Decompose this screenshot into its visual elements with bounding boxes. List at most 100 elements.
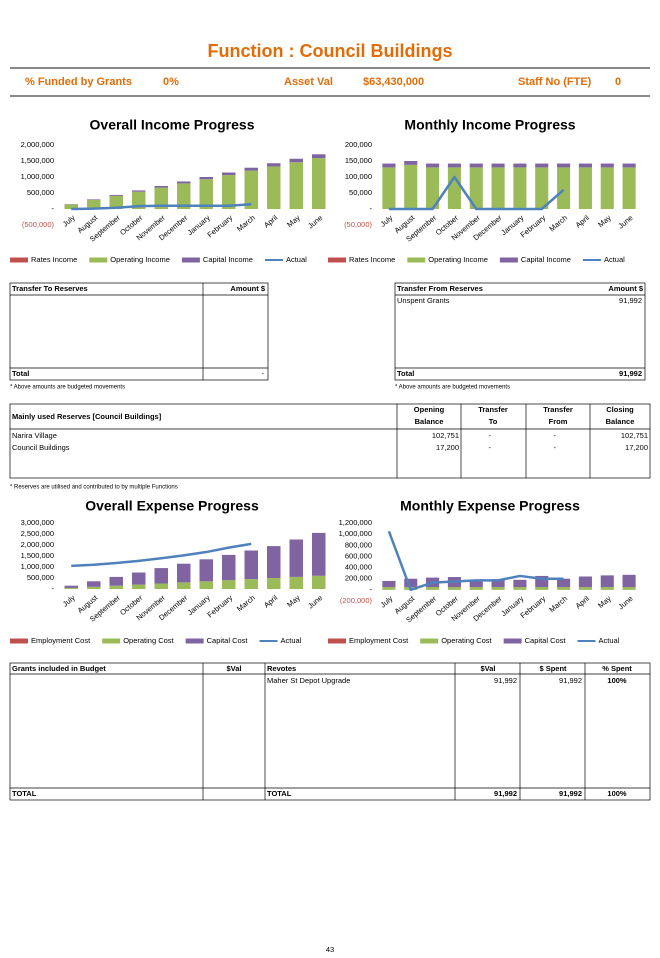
x-tick-label: March bbox=[235, 213, 257, 233]
bar bbox=[312, 575, 326, 589]
table-header: Transfer bbox=[543, 405, 573, 414]
legend-label: Capital Cost bbox=[525, 636, 567, 645]
x-tick-label: April bbox=[262, 213, 280, 230]
table-header: Transfer To Reserves bbox=[12, 284, 88, 293]
bar bbox=[469, 587, 483, 590]
y-tick-label: 1,000,000 bbox=[339, 529, 372, 538]
bar bbox=[513, 167, 527, 209]
table-header: $Val bbox=[480, 664, 495, 673]
bar bbox=[267, 163, 281, 167]
table-cell: 100% bbox=[607, 676, 627, 685]
bar bbox=[382, 167, 396, 209]
table-cell: - bbox=[554, 431, 557, 440]
y-tick-label: 200,000 bbox=[345, 574, 372, 583]
x-tick-label: May bbox=[285, 593, 302, 609]
bar bbox=[513, 579, 527, 588]
table-header: Grants included in Budget bbox=[12, 664, 106, 673]
bar bbox=[109, 585, 123, 589]
line bbox=[388, 175, 565, 211]
bar bbox=[447, 587, 461, 590]
x-tick-label: April bbox=[574, 594, 592, 611]
table-cell: Unspent Grants bbox=[397, 296, 450, 305]
bar bbox=[222, 580, 236, 589]
bar bbox=[109, 195, 123, 209]
bar bbox=[154, 187, 168, 209]
x-tick-label: July bbox=[61, 213, 77, 229]
bar bbox=[535, 575, 549, 588]
bar bbox=[382, 587, 396, 590]
y-tick-label: 150,000 bbox=[345, 156, 372, 165]
bar bbox=[222, 175, 236, 209]
y-tick-label: 600,000 bbox=[345, 551, 372, 560]
table-header: $Val bbox=[226, 664, 241, 673]
table-body: Narira Village 102,751 - - 102,751 Council Bu… bbox=[12, 431, 648, 452]
field-value: 0% bbox=[163, 76, 179, 88]
y-tick-label: - bbox=[52, 204, 55, 213]
bar bbox=[382, 163, 396, 168]
table-header: % Spent bbox=[602, 664, 632, 673]
bar bbox=[154, 568, 168, 584]
bar bbox=[404, 164, 418, 209]
bar bbox=[312, 532, 326, 576]
field-label: % Funded by Grants bbox=[25, 76, 132, 88]
y-tick-label: 50,000 bbox=[349, 188, 372, 197]
y-tick-label: 2,000,000 bbox=[21, 540, 54, 549]
bar bbox=[447, 167, 461, 209]
bar bbox=[578, 167, 592, 209]
bar bbox=[312, 158, 326, 209]
bar bbox=[622, 163, 636, 168]
bar bbox=[469, 579, 483, 588]
x-tick-label: May bbox=[596, 594, 613, 610]
y-tick-label: 1,000,000 bbox=[21, 562, 54, 571]
field-value: 0 bbox=[615, 76, 621, 88]
bar bbox=[177, 183, 191, 209]
bar bbox=[382, 580, 396, 588]
bar bbox=[426, 587, 440, 590]
y-tick-label: 3,000,000 bbox=[21, 518, 54, 527]
table-border bbox=[9, 662, 651, 801]
table-header: Opening bbox=[414, 405, 445, 414]
x-tick-label: June bbox=[616, 213, 634, 230]
legend-swatch bbox=[420, 638, 439, 644]
legend-label: Operating Cost bbox=[123, 636, 174, 645]
table-header: Mainly used Reserves [Council Buildings] bbox=[12, 412, 162, 421]
bar bbox=[622, 587, 636, 590]
note: * Reserves are utilised and contributed … bbox=[10, 485, 178, 491]
chart: Overall Income Progress (500,000) - 500,000… bbox=[10, 117, 326, 264]
bar bbox=[447, 163, 461, 168]
bar bbox=[267, 578, 281, 589]
legend-label: Actual bbox=[281, 636, 302, 645]
legend-swatch bbox=[503, 638, 522, 644]
x-tick-label: March bbox=[547, 213, 569, 233]
field-value: $63,430,000 bbox=[363, 76, 424, 88]
bar bbox=[244, 170, 258, 209]
table-header: Revotes bbox=[267, 664, 296, 673]
y-tick-label: (500,000) bbox=[22, 220, 55, 229]
bar bbox=[289, 576, 303, 589]
y-tick-label: 1,000,000 bbox=[21, 172, 54, 181]
y-tick-label: 100,000 bbox=[345, 172, 372, 181]
bar bbox=[87, 581, 101, 587]
bar bbox=[426, 163, 440, 168]
table-header: Balance bbox=[415, 417, 444, 426]
bar bbox=[535, 587, 549, 590]
bar bbox=[289, 539, 303, 577]
bar bbox=[622, 167, 636, 209]
y-tick-label: 400,000 bbox=[345, 563, 372, 572]
table-header: From bbox=[549, 417, 568, 426]
y-tick-label: 500,000 bbox=[27, 573, 54, 582]
legend-label: Actual bbox=[604, 255, 625, 264]
y-tick-label: - bbox=[370, 204, 373, 213]
bar bbox=[132, 191, 146, 209]
x-tick-label: February bbox=[206, 593, 235, 619]
field-label: Staff No (FTE) bbox=[518, 76, 592, 88]
x-tick-label: July bbox=[378, 594, 394, 610]
legend-label: Operating Income bbox=[110, 255, 170, 264]
table-cell: 91,992 bbox=[559, 676, 582, 685]
table-cell: Maher St Depot Upgrade bbox=[267, 676, 350, 685]
legend-label: Rates Income bbox=[31, 255, 77, 264]
bar bbox=[535, 163, 549, 168]
bar bbox=[557, 587, 571, 590]
bar bbox=[267, 166, 281, 209]
legend-label: Capital Income bbox=[203, 255, 253, 264]
